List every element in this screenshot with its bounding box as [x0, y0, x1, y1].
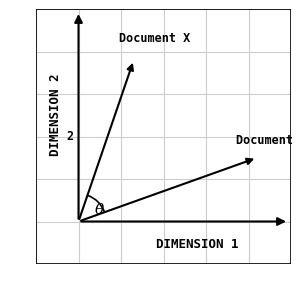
Text: θ: θ [94, 202, 104, 217]
Text: 2: 2 [66, 130, 74, 143]
Text: Document X: Document X [119, 32, 190, 45]
Text: DIMENSION 1: DIMENSION 1 [156, 238, 239, 251]
Text: Document Y: Document Y [236, 134, 300, 147]
Text: DIMENSION 2: DIMENSION 2 [49, 74, 62, 157]
